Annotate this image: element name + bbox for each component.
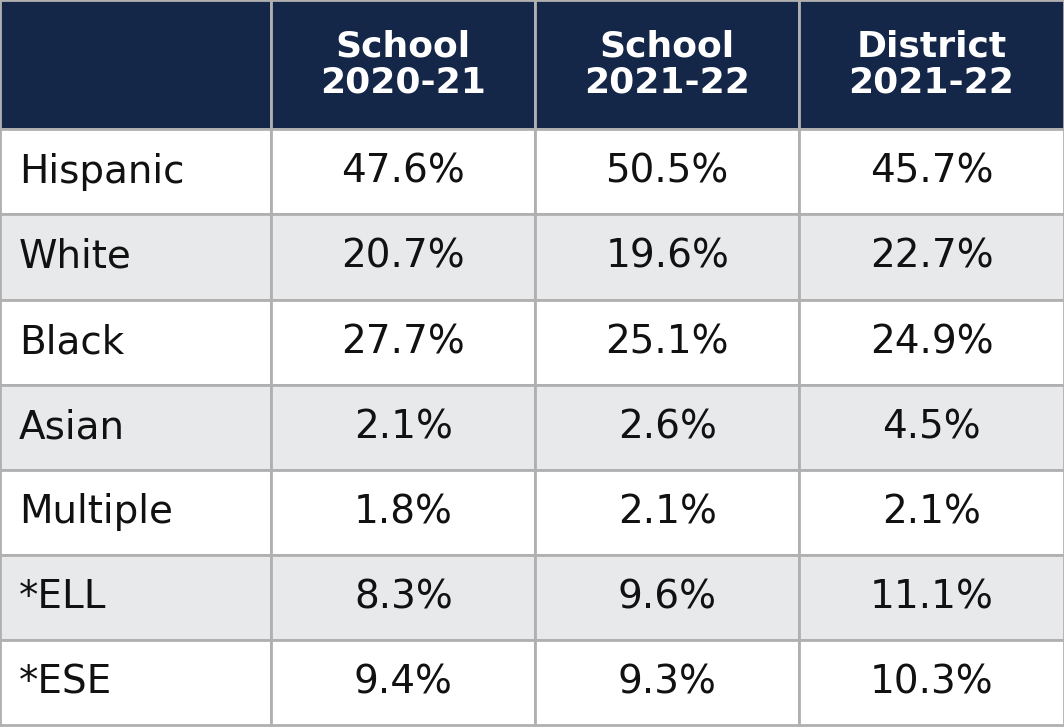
Bar	[799, 640, 1064, 725]
Text: 9.6%: 9.6%	[617, 578, 717, 616]
Text: Hispanic: Hispanic	[19, 153, 184, 191]
Text: Asian: Asian	[19, 408, 124, 446]
Bar	[0, 470, 271, 555]
Text: 10.3%: 10.3%	[869, 663, 994, 702]
Text: School: School	[336, 30, 470, 63]
Bar	[535, 214, 799, 300]
Text: Multiple: Multiple	[19, 493, 173, 531]
Text: *ELL: *ELL	[19, 578, 106, 616]
Text: 47.6%: 47.6%	[342, 153, 465, 191]
Bar	[535, 0, 799, 129]
Text: 2.1%: 2.1%	[882, 493, 981, 531]
Text: *ESE: *ESE	[19, 663, 112, 702]
Text: 9.4%: 9.4%	[354, 663, 452, 702]
Text: 24.9%: 24.9%	[869, 323, 994, 361]
Bar	[0, 555, 271, 640]
Bar	[535, 555, 799, 640]
Bar	[535, 129, 799, 214]
Text: 1.8%: 1.8%	[354, 493, 452, 531]
Bar	[0, 129, 271, 214]
Bar	[535, 385, 799, 470]
Text: 2.1%: 2.1%	[618, 493, 716, 531]
Text: 2021-22: 2021-22	[584, 66, 750, 100]
Bar	[271, 300, 535, 385]
Text: 20.7%: 20.7%	[342, 238, 465, 276]
Bar	[535, 300, 799, 385]
Bar	[0, 385, 271, 470]
Text: 11.1%: 11.1%	[869, 578, 994, 616]
Bar	[799, 300, 1064, 385]
Text: 19.6%: 19.6%	[605, 238, 729, 276]
Bar	[271, 555, 535, 640]
Bar	[799, 470, 1064, 555]
Bar	[535, 640, 799, 725]
Bar	[799, 555, 1064, 640]
Bar	[0, 300, 271, 385]
Text: 4.5%: 4.5%	[882, 408, 981, 446]
Text: White: White	[19, 238, 132, 276]
Bar	[799, 0, 1064, 129]
Text: 2021-22: 2021-22	[849, 66, 1014, 100]
Bar	[535, 470, 799, 555]
Bar	[799, 214, 1064, 300]
Text: Black: Black	[19, 323, 124, 361]
Text: 8.3%: 8.3%	[354, 578, 452, 616]
Text: 27.7%: 27.7%	[342, 323, 465, 361]
Bar	[0, 640, 271, 725]
Text: 25.1%: 25.1%	[605, 323, 729, 361]
Text: 2.6%: 2.6%	[618, 408, 716, 446]
Text: School: School	[600, 30, 734, 63]
Text: District: District	[857, 30, 1007, 63]
Bar	[271, 129, 535, 214]
Bar	[271, 470, 535, 555]
Text: 2.1%: 2.1%	[354, 408, 452, 446]
Bar	[271, 0, 535, 129]
Text: 22.7%: 22.7%	[869, 238, 994, 276]
Text: 9.3%: 9.3%	[618, 663, 716, 702]
Bar	[799, 129, 1064, 214]
Bar	[0, 0, 271, 129]
Text: 45.7%: 45.7%	[869, 153, 994, 191]
Bar	[271, 640, 535, 725]
Bar	[271, 214, 535, 300]
Text: 50.5%: 50.5%	[605, 153, 729, 191]
Bar	[0, 214, 271, 300]
Text: 2020-21: 2020-21	[320, 66, 486, 100]
Bar	[271, 385, 535, 470]
Bar	[799, 385, 1064, 470]
